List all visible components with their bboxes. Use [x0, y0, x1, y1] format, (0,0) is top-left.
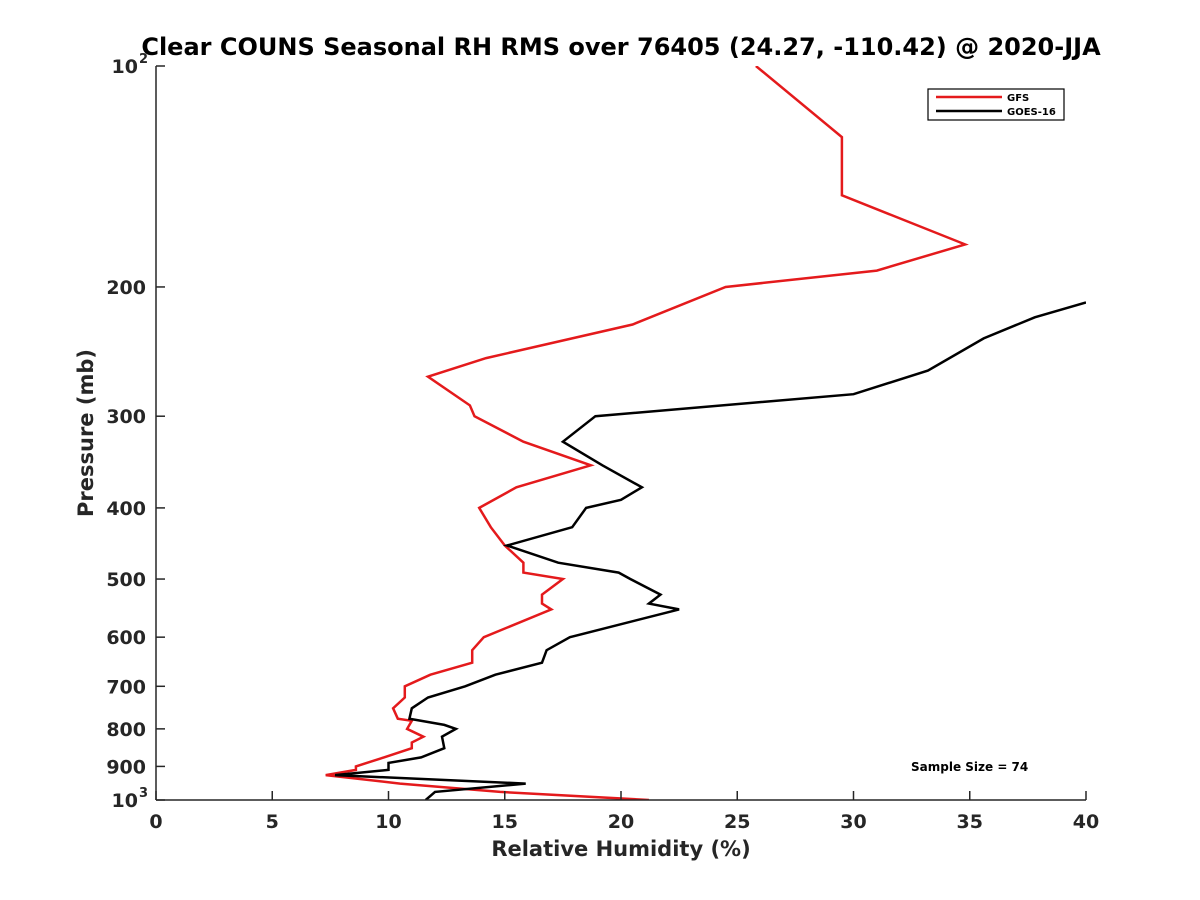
series-line-gfs: [325, 66, 969, 800]
x-tick-label: 5: [266, 811, 279, 833]
x-axis-label: Relative Humidity (%): [491, 837, 750, 861]
legend-box: [927, 88, 1065, 121]
y-tick-label: 800: [106, 719, 146, 741]
legend-label-goes16: GOES-16: [1007, 107, 1056, 118]
y-tick-label: 500: [106, 569, 146, 591]
legend: GFS GOES-16: [927, 88, 1065, 121]
legend-label-gfs: GFS: [1007, 93, 1029, 104]
y-tick-label: 300: [106, 406, 146, 428]
y-tick-label: 900: [106, 756, 146, 778]
y-tick-exponent: 2: [139, 52, 148, 67]
x-tick-label: 30: [840, 811, 866, 833]
series-layer: [325, 66, 1086, 800]
x-tick-label: 10: [375, 811, 401, 833]
y-tick-label: 700: [106, 676, 146, 698]
y-tick-label: 10: [112, 790, 138, 812]
x-tick-label: 0: [149, 811, 162, 833]
y-tick-label: 600: [106, 627, 146, 649]
y-axis-label: Pressure (mb): [74, 349, 98, 517]
x-tick-label: 40: [1073, 811, 1099, 833]
x-tick-label: 35: [957, 811, 983, 833]
sample-size-annotation: Sample Size = 74: [911, 760, 1028, 774]
series-line-goes16: [334, 301, 1086, 800]
chart-title: Clear COUNS Seasonal RH RMS over 76405 (…: [141, 33, 1101, 61]
y-tick-label: 10: [112, 56, 138, 78]
y-tick-label: 400: [106, 498, 146, 520]
x-tick-label: 20: [608, 811, 634, 833]
plot-area: 0 5 10 15 20 25 30 35 40 10 220030040050060070080…: [106, 52, 1099, 833]
y-tick-exponent: 3: [139, 786, 148, 801]
x-tick-label: 15: [492, 811, 518, 833]
x-tick-label: 25: [724, 811, 750, 833]
y-tick-label: 200: [106, 277, 146, 299]
x-ticks: 0 5 10 15 20 25 30 35 40: [149, 791, 1099, 833]
